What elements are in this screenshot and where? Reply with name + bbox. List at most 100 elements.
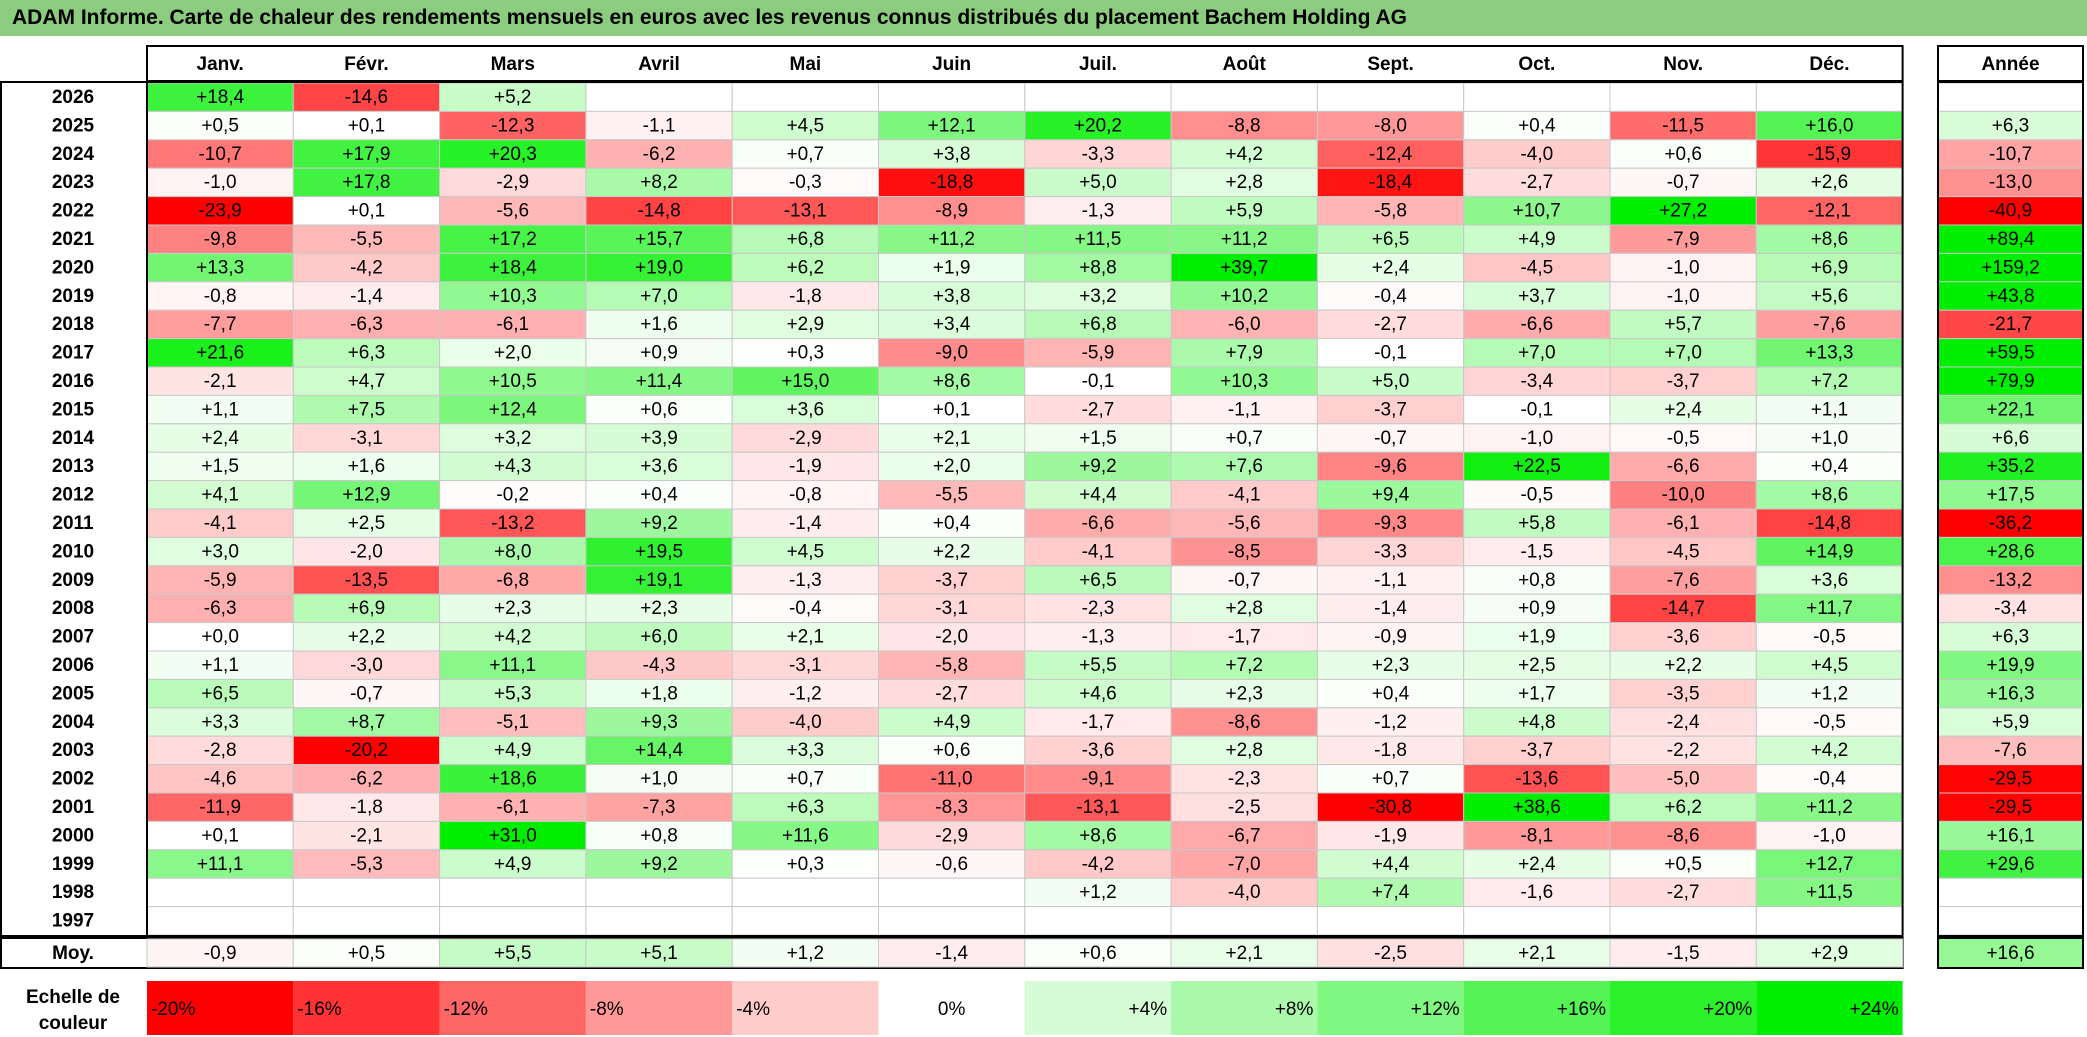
cell-value: -2,8 bbox=[204, 740, 237, 761]
heatmap-cell bbox=[1316, 309, 1465, 340]
heatmap-cell bbox=[585, 735, 733, 766]
legend-label: +20% bbox=[1703, 999, 1752, 1020]
heatmap-cell bbox=[1024, 820, 1172, 851]
cell-value: +2,0 bbox=[494, 343, 532, 364]
cell-value: +3,6 bbox=[640, 456, 678, 477]
cell-value: +11,6 bbox=[782, 825, 829, 846]
cell-value: -0,2 bbox=[496, 485, 529, 506]
cell-value: +7,4 bbox=[1372, 882, 1410, 903]
cell-value: -1,9 bbox=[1374, 825, 1407, 846]
heatmap-cell bbox=[1170, 849, 1318, 879]
heatmap-cell bbox=[439, 792, 587, 822]
cell-value: +3,6 bbox=[787, 399, 825, 420]
average-cell bbox=[731, 938, 880, 968]
legend-label: -16% bbox=[297, 999, 341, 1020]
heatmap-cell bbox=[1609, 451, 1757, 482]
month-header-5: Juin bbox=[932, 54, 971, 75]
cell-value: +0,3 bbox=[787, 343, 825, 364]
annual-value: -13,2 bbox=[1989, 570, 2032, 591]
heatmap-cell bbox=[1463, 707, 1611, 737]
cell-value: +11,5 bbox=[1075, 229, 1122, 250]
heatmap-cell bbox=[292, 139, 441, 169]
heatmap-cell bbox=[1609, 650, 1757, 680]
year-label: 2021 bbox=[52, 229, 95, 250]
heatmap-cell bbox=[439, 622, 587, 652]
cell-value: +3,8 bbox=[933, 286, 971, 307]
cell-value: -4,1 bbox=[1228, 485, 1261, 506]
annual-cell bbox=[1937, 110, 2084, 141]
heatmap-cell bbox=[1755, 82, 1904, 112]
legend-label: +16% bbox=[1557, 999, 1606, 1020]
heatmap-cell bbox=[1463, 593, 1611, 624]
annual-value: -3,4 bbox=[1994, 598, 2027, 619]
heatmap-cell bbox=[585, 622, 733, 652]
cell-value: +20,3 bbox=[489, 144, 537, 165]
cell-value: -1,1 bbox=[1228, 399, 1261, 420]
annual-value: +17,5 bbox=[1986, 485, 2034, 506]
average-cell bbox=[1170, 938, 1318, 968]
heatmap-cell bbox=[146, 820, 294, 851]
cell-value: +1,0 bbox=[1811, 428, 1849, 449]
cell-value: +0,1 bbox=[201, 825, 239, 846]
cell-value: +4,9 bbox=[494, 740, 532, 761]
heatmap-cell bbox=[1609, 906, 1757, 936]
year-label: 2014 bbox=[52, 428, 95, 449]
cell-value: -5,5 bbox=[350, 229, 383, 250]
cell-value: -2,2 bbox=[1667, 740, 1700, 761]
heatmap-cell bbox=[1170, 792, 1318, 822]
cell-value: -1,3 bbox=[789, 570, 822, 591]
annual-value: +6,3 bbox=[1992, 627, 2030, 648]
annual-value: +159,2 bbox=[1981, 257, 2040, 278]
heatmap-cell bbox=[1755, 309, 1904, 340]
legend-swatch bbox=[1024, 981, 1172, 1035]
cell-value: +1,7 bbox=[1518, 683, 1556, 704]
cell-value: +9,3 bbox=[640, 712, 678, 733]
average-annual-value: +16,6 bbox=[1986, 943, 2034, 964]
year-label: 2000 bbox=[52, 825, 94, 846]
heatmap-cell bbox=[585, 281, 733, 311]
legend-swatch bbox=[878, 981, 1025, 1035]
cell-value: -1,3 bbox=[1082, 627, 1115, 648]
heatmap-cell bbox=[731, 82, 880, 112]
average-cell bbox=[146, 938, 294, 968]
heatmap-cell bbox=[1316, 139, 1465, 169]
heatmap-cell bbox=[292, 622, 441, 652]
cell-value: +12,4 bbox=[489, 399, 538, 420]
heatmap-cell bbox=[1463, 139, 1611, 169]
heatmap-cell bbox=[1024, 480, 1172, 510]
cell-value: +2,5 bbox=[1518, 655, 1556, 676]
annual-cell bbox=[1937, 423, 2084, 453]
cell-value: -3,7 bbox=[935, 570, 968, 591]
annual-value: +89,4 bbox=[1986, 229, 2035, 250]
heatmap-cell bbox=[1755, 565, 1904, 595]
cell-value: +4,2 bbox=[1811, 740, 1849, 761]
cell-value: +2,3 bbox=[494, 598, 532, 619]
heatmap-cell bbox=[878, 366, 1026, 396]
cell-value: +1,0 bbox=[640, 769, 678, 790]
annual-value: -29,5 bbox=[1989, 769, 2032, 790]
heatmap-cell bbox=[585, 906, 733, 936]
heatmap-cell bbox=[1024, 281, 1172, 311]
heatmap-cell bbox=[1755, 764, 1904, 794]
cell-value: +0,6 bbox=[1664, 144, 1702, 165]
heatmap-cell bbox=[1170, 82, 1318, 112]
cell-value: +6,5 bbox=[1372, 229, 1410, 250]
heatmap-cell bbox=[292, 593, 441, 624]
heatmap-cell bbox=[1755, 820, 1904, 851]
cell-value: -9,6 bbox=[1374, 456, 1407, 477]
heatmap-cell bbox=[439, 480, 587, 510]
heatmap-cell bbox=[1463, 536, 1611, 567]
heatmap-cell bbox=[1463, 735, 1611, 766]
heatmap-cell bbox=[146, 480, 294, 510]
cell-value: -5,8 bbox=[935, 655, 968, 676]
heatmap-cell bbox=[1463, 366, 1611, 396]
cell-value: -5,8 bbox=[1374, 201, 1407, 222]
heatmap-cell bbox=[1755, 423, 1904, 453]
average-value: +2,1 bbox=[1225, 943, 1263, 964]
annual-cell bbox=[1937, 565, 2084, 595]
heatmap-cell bbox=[1024, 678, 1172, 709]
cell-value: +3,2 bbox=[494, 428, 532, 449]
cell-value: -3,6 bbox=[1667, 627, 1700, 648]
heatmap-cell bbox=[878, 338, 1026, 368]
cell-value: -20,2 bbox=[345, 740, 388, 761]
